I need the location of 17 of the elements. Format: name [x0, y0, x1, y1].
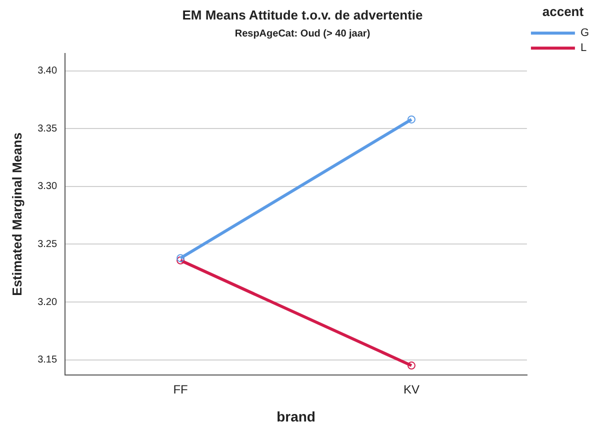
y-tick-label: 3.20: [38, 296, 58, 308]
y-tick-label: 3.30: [38, 181, 58, 192]
legend-title: accent: [542, 4, 584, 20]
chart-subtitle: RespAgeCat: Oud (> 40 jaar): [234, 28, 370, 40]
legend-label: G: [580, 27, 590, 40]
point: [407, 115, 416, 124]
y-axis-title: Estimated Marginal Means: [9, 132, 24, 296]
x-axis-title: brand: [276, 408, 316, 424]
x-tick-label: FF: [173, 382, 188, 396]
y-tick-label: 3.25: [38, 238, 58, 250]
chart-title: EM Means Attitude t.o.v. de advertentie: [182, 7, 423, 22]
point: [407, 362, 416, 370]
y-tick-label: 3.35: [38, 123, 58, 134]
y-tick-label: 3.40: [38, 66, 58, 77]
y-tick-label: 3.15: [38, 354, 58, 366]
x-tick-label: KV: [403, 382, 420, 396]
legend-label: L: [580, 42, 587, 54]
